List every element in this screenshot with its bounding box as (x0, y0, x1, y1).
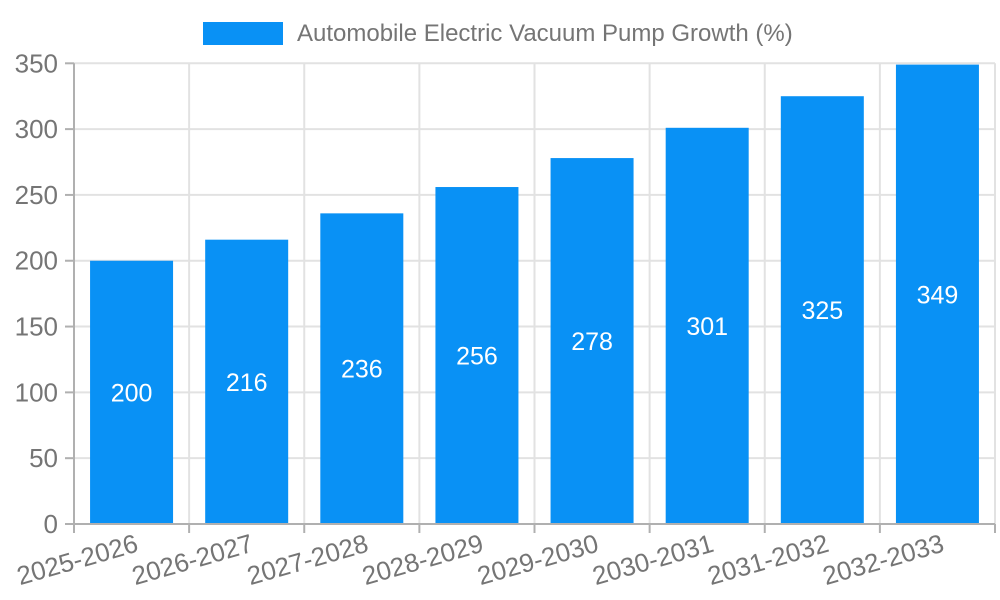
bar-value-label: 301 (686, 313, 728, 341)
y-tick-label: 50 (29, 443, 58, 473)
chart-legend: Automobile Electric Vacuum Pump Growth (… (203, 20, 793, 47)
bar-value-label: 256 (456, 343, 498, 371)
bar (435, 187, 519, 524)
x-tick-label: 2029-2030 (474, 528, 602, 591)
x-tick-label: 2031-2032 (704, 528, 832, 591)
y-tick-label: 100 (15, 377, 58, 407)
bar-value-label: 325 (801, 297, 843, 325)
x-tick-label: 2026-2027 (129, 528, 257, 591)
x-tick-label: 2030-2031 (589, 528, 717, 591)
bar (780, 96, 864, 524)
bar (895, 64, 979, 525)
bar (550, 158, 634, 524)
bar (320, 213, 404, 524)
bar-value-label: 216 (226, 369, 268, 397)
y-tick-label: 150 (15, 312, 58, 342)
bar (205, 239, 289, 524)
y-tick-label: 350 (15, 48, 58, 78)
bar-value-label: 349 (917, 281, 959, 309)
bar (90, 260, 174, 524)
bar (665, 127, 749, 524)
y-tick-label: 250 (15, 180, 58, 210)
legend-swatch (203, 22, 283, 45)
bar-value-label: 236 (341, 356, 383, 384)
y-tick-label: 200 (15, 246, 58, 276)
bar-value-label: 200 (111, 379, 153, 407)
y-tick-label: 300 (15, 114, 58, 144)
y-tick-label: 0 (44, 509, 58, 539)
bar-value-label: 278 (571, 328, 613, 356)
x-tick-label: 2027-2028 (244, 528, 372, 591)
x-tick-label: 2028-2029 (359, 528, 487, 591)
x-tick-label: 2025-2026 (13, 528, 141, 591)
x-tick-label: 2032-2033 (819, 528, 947, 591)
legend-label: Automobile Electric Vacuum Pump Growth (… (297, 20, 793, 47)
